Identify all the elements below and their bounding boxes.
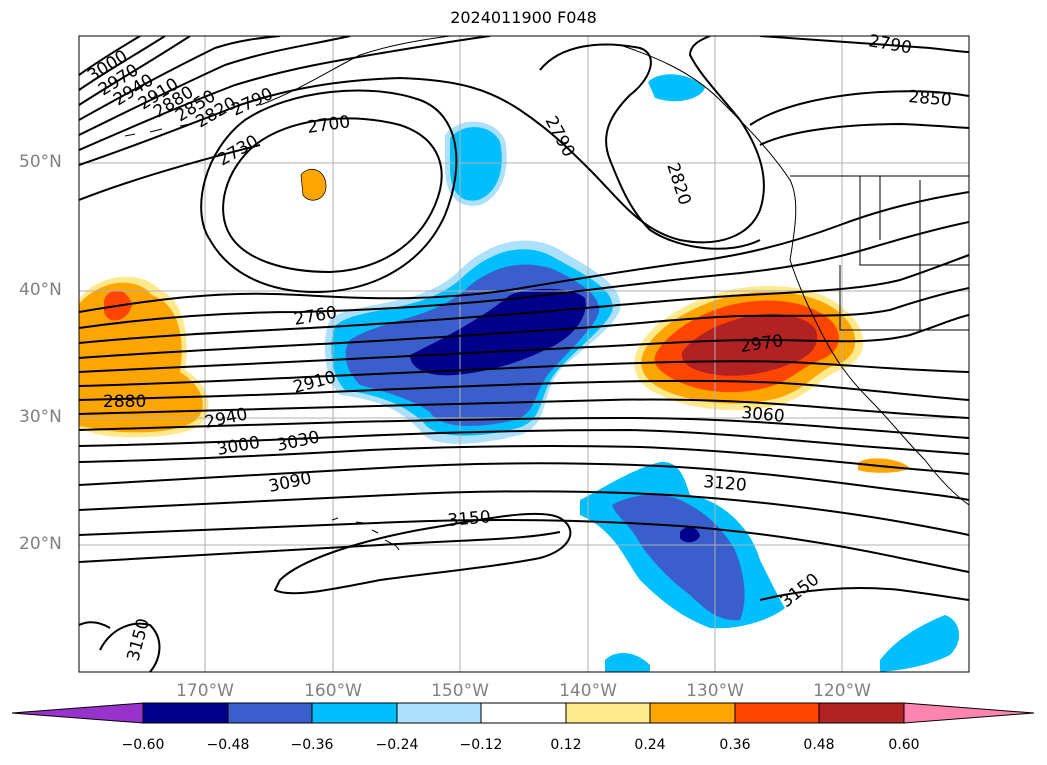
colorbar-tick-label: −0.36	[290, 737, 334, 753]
negative-anomaly-southeast	[880, 615, 960, 672]
bc-coast	[619, 44, 797, 261]
lat-label: 40°N	[19, 280, 62, 300]
negative-anomaly-southwest	[605, 653, 650, 672]
positive-anomaly-east-strong	[681, 313, 818, 376]
lon-label: 130°W	[686, 681, 744, 701]
contour-label: 2820	[662, 160, 694, 207]
colorbar-segment	[396, 702, 482, 724]
negative-anomaly-north-core	[450, 127, 502, 201]
lon-label: 140°W	[559, 681, 617, 701]
positive-anomaly-west-core	[79, 282, 203, 433]
negative-anomaly-south-mid	[612, 494, 745, 621]
colorbar-tick-label: 0.60	[888, 737, 920, 753]
colorbar-tick-label: −0.24	[375, 737, 419, 753]
colorbar-tick-label: 0.48	[803, 737, 835, 753]
contour-label: 2790	[541, 113, 579, 161]
colorbar-extend-low	[11, 702, 144, 724]
lat-label: 30°N	[19, 407, 62, 427]
colorbar-segment	[818, 702, 905, 724]
contour-label: 3120	[703, 472, 748, 496]
colorbar-segment	[565, 702, 651, 724]
colorbar-segment	[649, 702, 736, 724]
colorbar-segment	[142, 702, 229, 724]
contour-label: 3060	[741, 403, 786, 427]
colorbar-tick-label: 0.24	[634, 737, 666, 753]
lat-label: 20°N	[19, 534, 62, 554]
aleutian-islands	[99, 123, 191, 141]
contour-label: 2880	[103, 392, 146, 412]
colorbar-tick-label: −0.12	[459, 737, 503, 753]
contour-label: 3030	[275, 427, 321, 456]
map-title: 2024011900 F048	[450, 8, 597, 27]
contour-label: 2790	[867, 31, 913, 58]
positive-anomaly-small	[300, 168, 327, 201]
negative-anomaly-alaska	[648, 74, 705, 102]
colorbar-segment	[734, 702, 820, 724]
lon-label: 150°W	[431, 681, 489, 701]
map-frame	[78, 35, 970, 673]
colorbar-tick-label: −0.60	[121, 737, 165, 753]
contour-label: 3090	[267, 468, 313, 497]
height-contours	[79, 36, 969, 672]
colorbar-tick-label: −0.48	[206, 737, 250, 753]
colorbar-segment	[311, 702, 398, 724]
contour-label: 3150	[447, 507, 492, 531]
colorbar-extend-high	[903, 702, 1035, 724]
colorbar-segment	[227, 702, 313, 724]
negative-anomaly-south-strong	[680, 527, 700, 543]
colorbar-tick-label: 0.36	[719, 737, 751, 753]
hawaii-islands	[331, 517, 400, 551]
lon-label: 160°W	[304, 681, 362, 701]
contour-label: 3150	[777, 570, 823, 612]
lon-label: 120°W	[813, 681, 871, 701]
contour-label: 2850	[908, 87, 953, 111]
map-field	[79, 36, 969, 672]
contour-label: 3150	[124, 616, 155, 663]
colorbar	[11, 702, 1035, 724]
colorbar-segment	[480, 702, 567, 724]
contour-label: 2940	[203, 404, 249, 433]
lat-label: 50°N	[19, 152, 62, 172]
state-borders	[839, 176, 969, 331]
contour-label: 2700	[306, 112, 352, 138]
lon-label: 170°W	[176, 681, 234, 701]
colorbar-tick-label: 0.12	[550, 737, 582, 753]
